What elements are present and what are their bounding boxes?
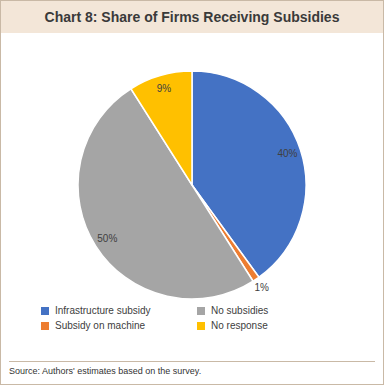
html-text:Subsidy on machine: Subsidy on machine — [55, 320, 146, 331]
html-text:Chart 8: Share of Firms Receiv: Chart 8: Share of Firms Receiving Subsid… — [44, 9, 340, 25]
html-text:Source: Authors' estimates bas: Source: Authors' estimates based on the … — [9, 366, 202, 376]
html-text:No subsidies: No subsidies — [211, 305, 269, 316]
html-text:Infrastructure subsidy: Infrastructure subsidy — [55, 305, 151, 316]
svg-text:1%: 1% — [254, 282, 269, 293]
svg-text:40%: 40% — [277, 148, 297, 159]
svg-text:50%: 50% — [97, 233, 117, 244]
svg-text:9%: 9% — [157, 83, 172, 94]
html-text:No response: No response — [211, 320, 268, 331]
